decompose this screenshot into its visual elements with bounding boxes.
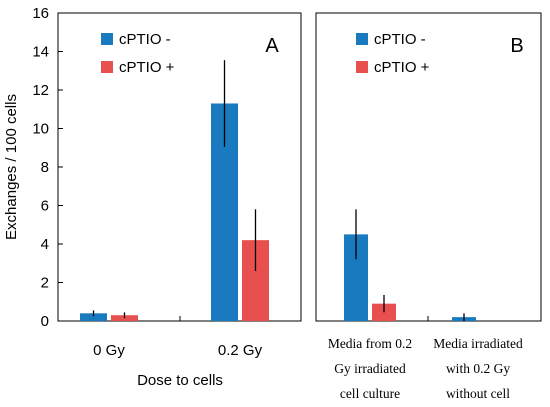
panel-a-x-ticks: 0 Gy 0.2 Gy bbox=[93, 316, 263, 359]
panel-b-category-label-line: Media irradiated bbox=[433, 336, 523, 351]
legend-a-label-1: cPTIO - bbox=[119, 31, 171, 48]
panel-b: B cPTIO - cPTIO + Media from 0.2 Gy irrad… bbox=[315, 12, 542, 401]
panel-b-legend: cPTIO - cPTIO + bbox=[356, 31, 430, 76]
legend-b-swatch-2 bbox=[356, 61, 368, 73]
panel-a-letter: A bbox=[265, 35, 279, 57]
panel-b-category-label-line: cell culture bbox=[340, 386, 400, 401]
panel-a-y-ticks: 0 2 4 6 8 10 12 14 16 bbox=[32, 5, 63, 330]
y-tick-label: 2 bbox=[41, 275, 49, 292]
panel-b-category-labels: Media from 0.2 Gy irradiated cell culture M… bbox=[328, 336, 523, 401]
legend-a-label-2: cPTIO + bbox=[119, 59, 175, 76]
x-axis-title: Dose to cells bbox=[137, 372, 223, 389]
y-tick-label: 16 bbox=[32, 5, 49, 22]
y-tick-label: 4 bbox=[41, 236, 49, 253]
y-axis-title: Exchanges / 100 cells bbox=[3, 94, 20, 240]
legend-b-swatch-1 bbox=[356, 33, 368, 45]
panel-a-bar-s1-c1 bbox=[80, 313, 107, 321]
panel-b-bars bbox=[344, 209, 476, 321]
x-tick-label: 0.2 Gy bbox=[218, 342, 263, 359]
y-tick-label: 12 bbox=[32, 82, 49, 99]
panel-b-letter: B bbox=[510, 35, 523, 57]
y-tick-label: 8 bbox=[41, 159, 49, 176]
legend-b-label-2: cPTIO + bbox=[374, 59, 430, 76]
panel-b-category-label-line: Media from 0.2 bbox=[328, 336, 412, 351]
panel-a-bars bbox=[80, 60, 269, 321]
legend-b-label-1: cPTIO - bbox=[374, 31, 426, 48]
panel-b-category-label-line: with 0.2 Gy bbox=[446, 361, 510, 376]
y-tick-label: 14 bbox=[32, 44, 49, 61]
panel-a: 0 2 4 6 8 10 12 14 16 0 Gy 0.2 Gy A cPTIO - cPTIO… bbox=[3, 5, 302, 389]
panel-b-category-label-line: without cell bbox=[446, 386, 510, 401]
legend-a-swatch-2 bbox=[101, 61, 113, 73]
legend-a-swatch-1 bbox=[101, 33, 113, 45]
y-tick-label: 6 bbox=[41, 198, 49, 215]
panel-a-legend: cPTIO - cPTIO + bbox=[101, 31, 175, 76]
x-tick-label: 0 Gy bbox=[93, 342, 125, 359]
panel-b-category-label-line: Gy irradiated bbox=[334, 361, 406, 376]
y-tick-label: 10 bbox=[32, 121, 49, 138]
y-tick-label: 0 bbox=[41, 313, 49, 330]
